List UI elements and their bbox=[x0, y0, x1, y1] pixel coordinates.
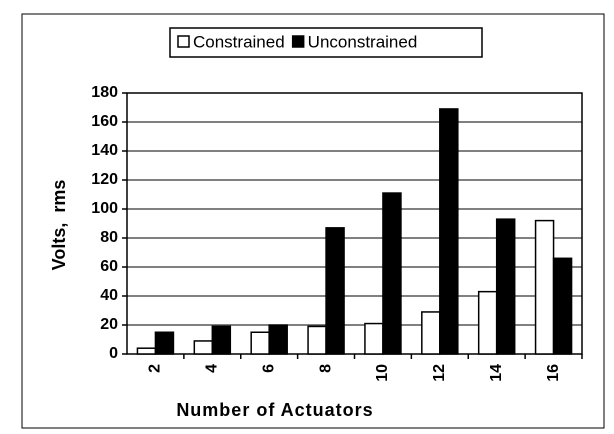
bar bbox=[477, 290, 498, 355]
bar bbox=[439, 108, 459, 355]
x-tick-label: 4 bbox=[204, 364, 221, 373]
y-tick-label: 80 bbox=[100, 229, 118, 246]
legend-label: Constrained bbox=[193, 32, 285, 51]
legend-swatch bbox=[291, 35, 305, 48]
bar bbox=[421, 311, 441, 355]
y-axis-title: Volts, rms bbox=[49, 180, 69, 271]
x-tick-label: 8 bbox=[317, 364, 334, 373]
y-tick-label: 40 bbox=[100, 287, 118, 304]
legend-swatch bbox=[177, 35, 190, 48]
bar bbox=[382, 192, 402, 355]
chart-frame bbox=[21, 13, 605, 429]
x-axis-title: Number of Actuators bbox=[176, 400, 373, 420]
y-tick-label: 140 bbox=[91, 142, 118, 159]
x-tick-label: 10 bbox=[374, 364, 391, 382]
x-tick-label: 14 bbox=[488, 364, 505, 382]
y-tick-label: 20 bbox=[100, 316, 118, 333]
bar bbox=[250, 331, 270, 355]
bar bbox=[364, 322, 384, 355]
y-tick-label: 180 bbox=[91, 84, 118, 101]
bar bbox=[534, 219, 555, 355]
legend-label: Unconstrained bbox=[308, 32, 418, 51]
bar bbox=[193, 340, 214, 355]
bar bbox=[325, 227, 345, 355]
x-tick-label: 6 bbox=[260, 364, 277, 373]
y-tick-label: 160 bbox=[91, 113, 118, 130]
bar bbox=[307, 325, 327, 355]
x-tick-label: 12 bbox=[431, 364, 448, 382]
legend-box bbox=[169, 27, 483, 58]
bar bbox=[211, 325, 232, 355]
y-tick-label: 0 bbox=[109, 345, 118, 362]
x-tick-label: 2 bbox=[147, 364, 164, 373]
bar bbox=[552, 257, 573, 355]
bar bbox=[154, 331, 175, 355]
bar bbox=[495, 218, 516, 355]
y-tick-label: 120 bbox=[91, 171, 118, 188]
y-tick-label: 100 bbox=[91, 200, 118, 217]
y-tick-label: 60 bbox=[100, 258, 118, 275]
bar bbox=[136, 347, 157, 355]
bar bbox=[268, 324, 288, 355]
x-tick-label: 16 bbox=[545, 364, 562, 382]
